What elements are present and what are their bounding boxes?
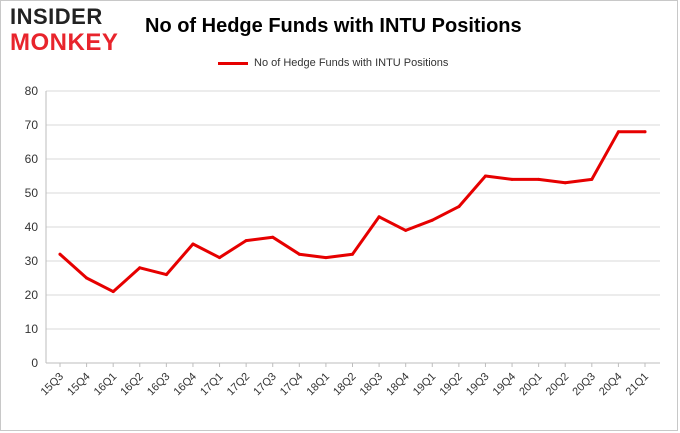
data-point bbox=[111, 290, 115, 294]
x-tick-label: 18Q2 bbox=[331, 371, 359, 399]
x-tick-label: 19Q4 bbox=[491, 371, 519, 399]
y-tick-label: 70 bbox=[25, 118, 39, 132]
legend-label: No of Hedge Funds with INTU Positions bbox=[254, 57, 449, 69]
data-point bbox=[563, 181, 567, 185]
data-point bbox=[430, 218, 434, 222]
y-tick-label: 20 bbox=[25, 288, 39, 302]
data-point bbox=[643, 130, 647, 134]
data-point bbox=[138, 266, 142, 270]
data-point bbox=[457, 205, 461, 209]
x-tick-label: 20Q1 bbox=[517, 371, 545, 399]
data-point bbox=[218, 256, 222, 260]
x-tick-label: 18Q1 bbox=[305, 371, 333, 399]
x-tick-label: 20Q3 bbox=[570, 371, 598, 399]
x-tick-label: 18Q3 bbox=[358, 371, 386, 399]
logo-line-1: INSIDER bbox=[10, 4, 103, 29]
x-tick-label: 16Q2 bbox=[118, 371, 146, 399]
x-tick-label: 19Q3 bbox=[464, 371, 492, 399]
x-tick-label: 19Q2 bbox=[437, 371, 465, 399]
data-point bbox=[85, 276, 89, 280]
y-tick-label: 80 bbox=[25, 84, 39, 98]
x-tick-label: 17Q2 bbox=[225, 371, 253, 399]
x-tick-label: 17Q1 bbox=[198, 371, 226, 399]
logo-line-2: MONKEY bbox=[10, 29, 119, 56]
data-point bbox=[58, 252, 62, 256]
x-tick-label: 15Q3 bbox=[39, 371, 67, 399]
data-point bbox=[590, 177, 594, 181]
x-tick-label: 19Q1 bbox=[411, 371, 439, 399]
y-tick-label: 60 bbox=[25, 152, 39, 166]
y-tick-label: 10 bbox=[25, 322, 39, 336]
data-point bbox=[297, 252, 301, 256]
y-tick-label: 0 bbox=[31, 356, 38, 370]
x-tick-label: 16Q1 bbox=[92, 371, 120, 399]
data-point bbox=[324, 256, 328, 260]
data-point bbox=[510, 177, 514, 181]
x-tick-label: 18Q4 bbox=[384, 371, 412, 399]
chart-title: No of Hedge Funds with INTU Positions bbox=[145, 15, 522, 37]
insider-monkey-logo: INSIDER MONKEY bbox=[10, 6, 128, 56]
x-tick-label: 17Q3 bbox=[251, 371, 279, 399]
data-point bbox=[191, 242, 195, 246]
legend-swatch bbox=[218, 61, 248, 65]
x-tick-label: 21Q1 bbox=[624, 371, 652, 399]
series-line bbox=[58, 130, 647, 294]
data-point bbox=[537, 177, 541, 181]
data-point bbox=[483, 174, 487, 178]
y-tick-label: 40 bbox=[25, 220, 39, 234]
data-point bbox=[244, 239, 248, 243]
data-point bbox=[404, 228, 408, 232]
y-tick-label: 50 bbox=[25, 186, 39, 200]
x-tick-label: 20Q2 bbox=[544, 371, 572, 399]
data-point bbox=[616, 130, 620, 134]
data-point bbox=[164, 273, 168, 277]
chart-legend: No of Hedge Funds with INTU Positions bbox=[218, 55, 448, 71]
x-tick-label: 17Q4 bbox=[278, 371, 306, 399]
data-point bbox=[271, 235, 275, 239]
x-tick-label: 16Q4 bbox=[172, 371, 200, 399]
data-point bbox=[377, 215, 381, 219]
x-tick-label: 20Q4 bbox=[597, 371, 625, 399]
x-tick-label: 16Q3 bbox=[145, 371, 173, 399]
data-point bbox=[351, 252, 354, 256]
x-tick-label: 15Q4 bbox=[65, 371, 93, 399]
y-tick-label: 30 bbox=[25, 254, 39, 268]
